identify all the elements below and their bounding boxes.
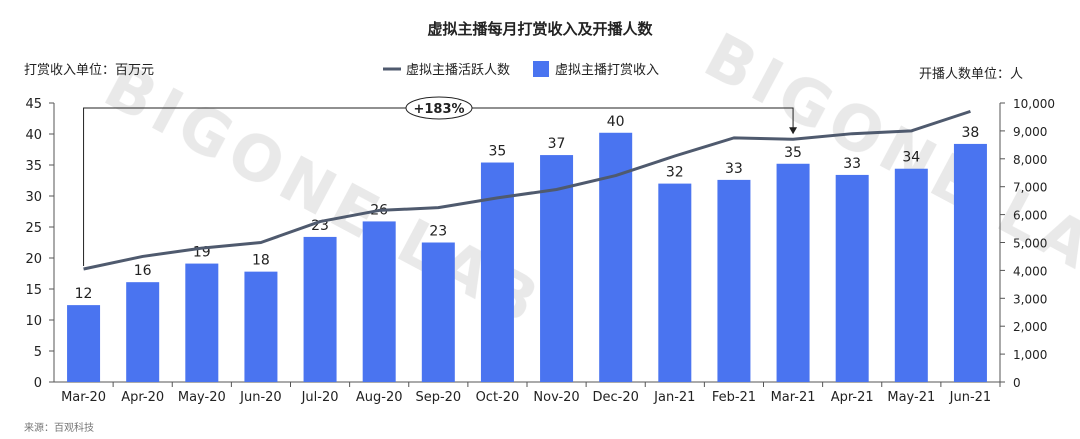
bar — [776, 163, 810, 382]
x-tick-label: Aug-20 — [356, 390, 403, 405]
bar — [717, 179, 751, 382]
line-active-streamers — [83, 109, 971, 271]
x-tick-label: Oct-20 — [476, 390, 520, 405]
left-axis-title: 打赏收入单位：百万元 — [24, 63, 154, 78]
right-tick-label: 6,000 — [1013, 209, 1047, 223]
bar — [658, 183, 692, 382]
growth-badge — [405, 96, 473, 120]
bar — [303, 236, 337, 382]
x-tick-label: Sep-20 — [415, 390, 461, 405]
bar-value-label: 12 — [75, 286, 93, 302]
left-tick-label: 25 — [25, 221, 42, 236]
left-tick-label: 0 — [34, 376, 42, 391]
x-tick-label: Dec-20 — [592, 390, 638, 405]
left-tick-label: 20 — [25, 252, 42, 267]
bar — [953, 143, 987, 382]
bar — [835, 174, 869, 382]
bar — [362, 221, 396, 382]
left-tick-label: 30 — [25, 190, 42, 205]
legend: 虚拟主播活跃人数 虚拟主播打赏收入 — [383, 61, 659, 78]
x-tick-label: Feb-21 — [712, 390, 756, 405]
right-tick-label: 1,000 — [1013, 348, 1047, 362]
right-tick-label: 7,000 — [1013, 181, 1047, 195]
x-tick-label: May-20 — [178, 390, 226, 405]
left-tick-label: 35 — [25, 159, 42, 174]
left-tick-label: 10 — [25, 314, 42, 329]
bar — [540, 155, 574, 382]
bar — [421, 242, 455, 382]
legend-line-label: 虚拟主播活跃人数 — [406, 63, 510, 78]
right-tick-label: 5,000 — [1013, 237, 1047, 251]
source-note: 来源：百观科技 — [24, 421, 94, 434]
right-tick-label: 8,000 — [1013, 153, 1047, 167]
bar-value-label: 38 — [962, 125, 980, 141]
right-tick-label: 2,000 — [1013, 320, 1047, 334]
bar-value-label: 35 — [784, 145, 802, 161]
bar — [67, 305, 101, 382]
x-tick-label: Mar-20 — [61, 390, 106, 405]
bar-value-label: 35 — [489, 144, 507, 160]
x-tick-label: Jul-20 — [301, 390, 339, 405]
x-tick-label: May-21 — [887, 390, 935, 405]
bar-value-label: 32 — [666, 165, 684, 181]
x-tick-label: Jun-20 — [239, 390, 282, 405]
line-series — [83, 109, 971, 271]
bar — [126, 282, 160, 382]
right-tick-label: 9,000 — [1013, 125, 1047, 139]
growth-arrowhead — [789, 127, 798, 135]
x-tick-label: Jun-21 — [949, 390, 992, 405]
bar-value-label: 33 — [843, 156, 861, 172]
bar-value-label: 37 — [548, 136, 566, 152]
bar-value-label: 40 — [607, 114, 625, 130]
chart-title: 虚拟主播每月打赏收入及开播人数 — [427, 20, 653, 38]
x-tick-label: Jan-21 — [653, 390, 695, 405]
x-tick-label: Nov-20 — [533, 390, 579, 405]
bar — [185, 263, 219, 382]
left-tick-label: 5 — [34, 345, 42, 360]
bar-value-label: 18 — [252, 253, 270, 269]
right-axis-title: 开播人数单位：人 — [919, 67, 1023, 82]
legend-bar-swatch — [533, 61, 549, 77]
annotation: +183% — [83, 96, 798, 267]
legend-bar-label: 虚拟主播打赏收入 — [555, 63, 659, 78]
x-tick-label: Mar-21 — [771, 390, 816, 405]
right-tick-label: 10,000 — [1013, 97, 1055, 111]
bar — [894, 168, 928, 382]
axes: 0 5 10 15 20 25 30 35 40 45 0 1,000 2,000 3,000 4,000 5… — [25, 97, 1055, 405]
bars — [67, 132, 987, 382]
left-tick-label: 40 — [25, 128, 42, 143]
bar-value-label: 34 — [902, 150, 920, 166]
bar-value-label: 23 — [429, 224, 447, 240]
bar-value-label: 33 — [725, 161, 743, 177]
x-tick-label: Apr-20 — [121, 390, 164, 405]
right-tick-label: 4,000 — [1013, 264, 1047, 278]
x-tick-label: Apr-21 — [831, 390, 874, 405]
left-tick-label: 15 — [25, 283, 42, 298]
bar — [244, 271, 278, 382]
left-tick-label: 45 — [25, 97, 42, 112]
right-tick-label: 0 — [1013, 376, 1021, 390]
growth-badge-label: +183% — [413, 102, 464, 117]
bar-value-label: 16 — [134, 263, 152, 279]
right-tick-label: 3,000 — [1013, 292, 1047, 306]
